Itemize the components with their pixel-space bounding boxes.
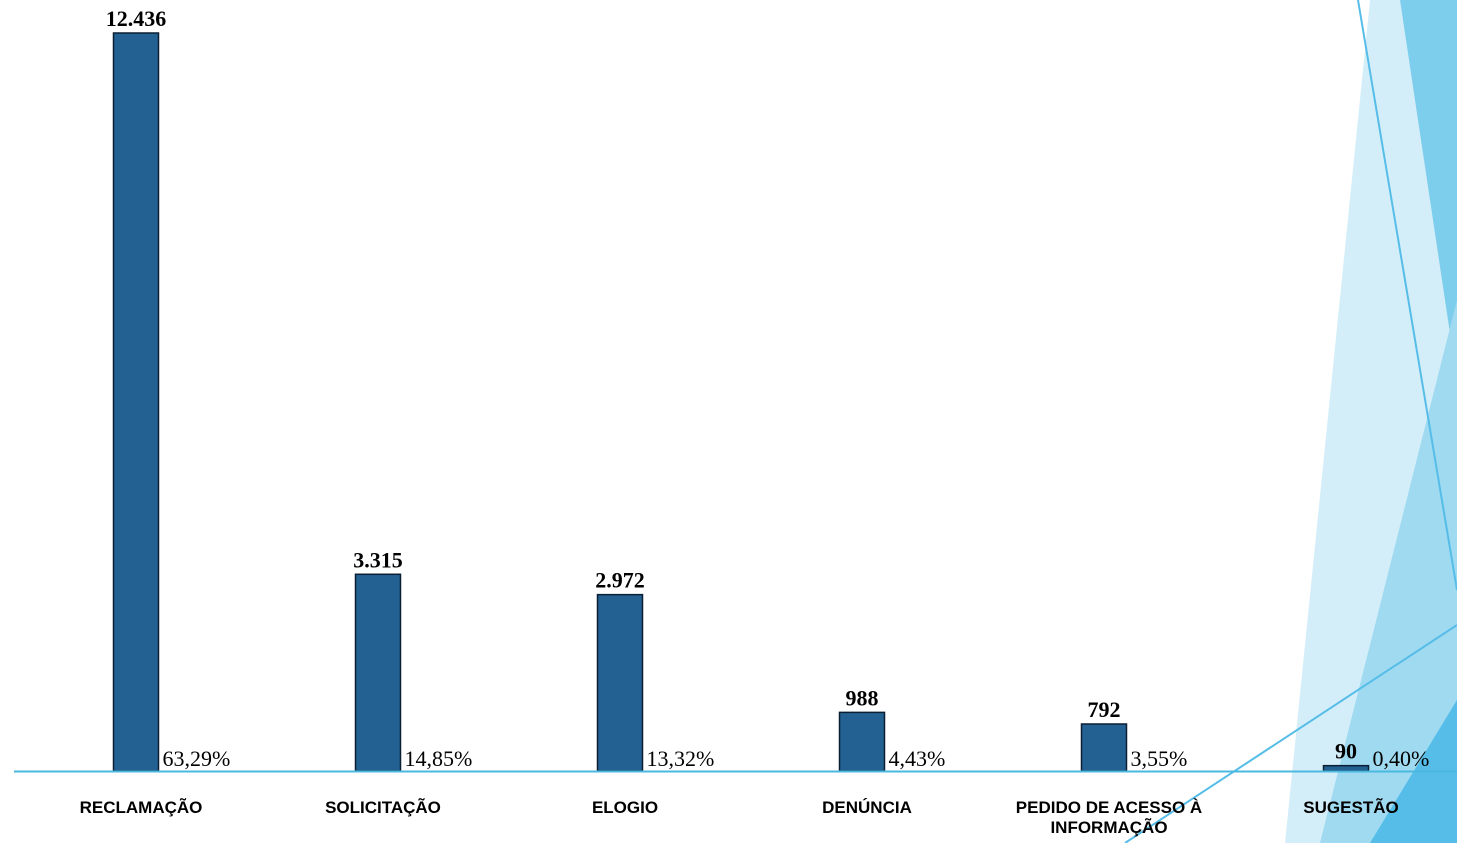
- percent-label: 0,40%: [1373, 746, 1430, 771]
- value-label: 988: [846, 685, 879, 710]
- labels-group: 12.436 63,29% RECLAMAÇÃO 3.315 14,85% SOLICIT…: [80, 6, 1430, 837]
- category-label: RECLAMAÇÃO: [80, 797, 203, 817]
- value-label: 3.315: [353, 547, 403, 572]
- bars-group: [112, 32, 1370, 772]
- percent-label: 14,85%: [405, 746, 473, 771]
- category-label-line: PEDIDO DE ACESSO À: [1016, 798, 1202, 817]
- bar-4: [838, 711, 886, 772]
- category-label-line: ELOGIO: [592, 798, 658, 817]
- category-label-line: SUGESTÃO: [1303, 797, 1398, 817]
- category-label: ELOGIO: [592, 798, 658, 817]
- bar-1: [112, 32, 160, 772]
- value-label: 12.436: [106, 6, 167, 31]
- deco-line-1: [1357, 0, 1457, 591]
- category-label-line: SOLICITAÇÃO: [325, 797, 441, 817]
- percent-label: 63,29%: [163, 746, 231, 771]
- bar-6: [1322, 764, 1370, 772]
- bar-3: [596, 593, 644, 772]
- category-label: SUGESTÃO: [1303, 797, 1398, 817]
- deco-panel-mid: [1400, 0, 1457, 380]
- category-label: DENÚNCIA: [822, 798, 912, 817]
- bar-5: [1080, 723, 1128, 772]
- category-label: SOLICITAÇÃO: [325, 797, 441, 817]
- category-label-line: INFORMAÇÃO: [1050, 817, 1167, 837]
- value-label: 792: [1088, 697, 1121, 722]
- bar-2: [354, 573, 402, 772]
- background-decoration: [1124, 0, 1457, 843]
- category-label: PEDIDO DE ACESSO À INFORMAÇÃO: [1016, 798, 1202, 837]
- value-label: 90: [1335, 739, 1357, 764]
- value-label: 2.972: [595, 568, 645, 593]
- deco-panel-lower: [1320, 300, 1457, 843]
- percent-label: 13,32%: [647, 746, 715, 771]
- percent-label: 4,43%: [889, 746, 946, 771]
- category-label-line: RECLAMAÇÃO: [80, 797, 203, 817]
- category-label-line: DENÚNCIA: [822, 798, 912, 817]
- percent-label: 3,55%: [1131, 746, 1188, 771]
- deco-line-2: [1124, 624, 1457, 843]
